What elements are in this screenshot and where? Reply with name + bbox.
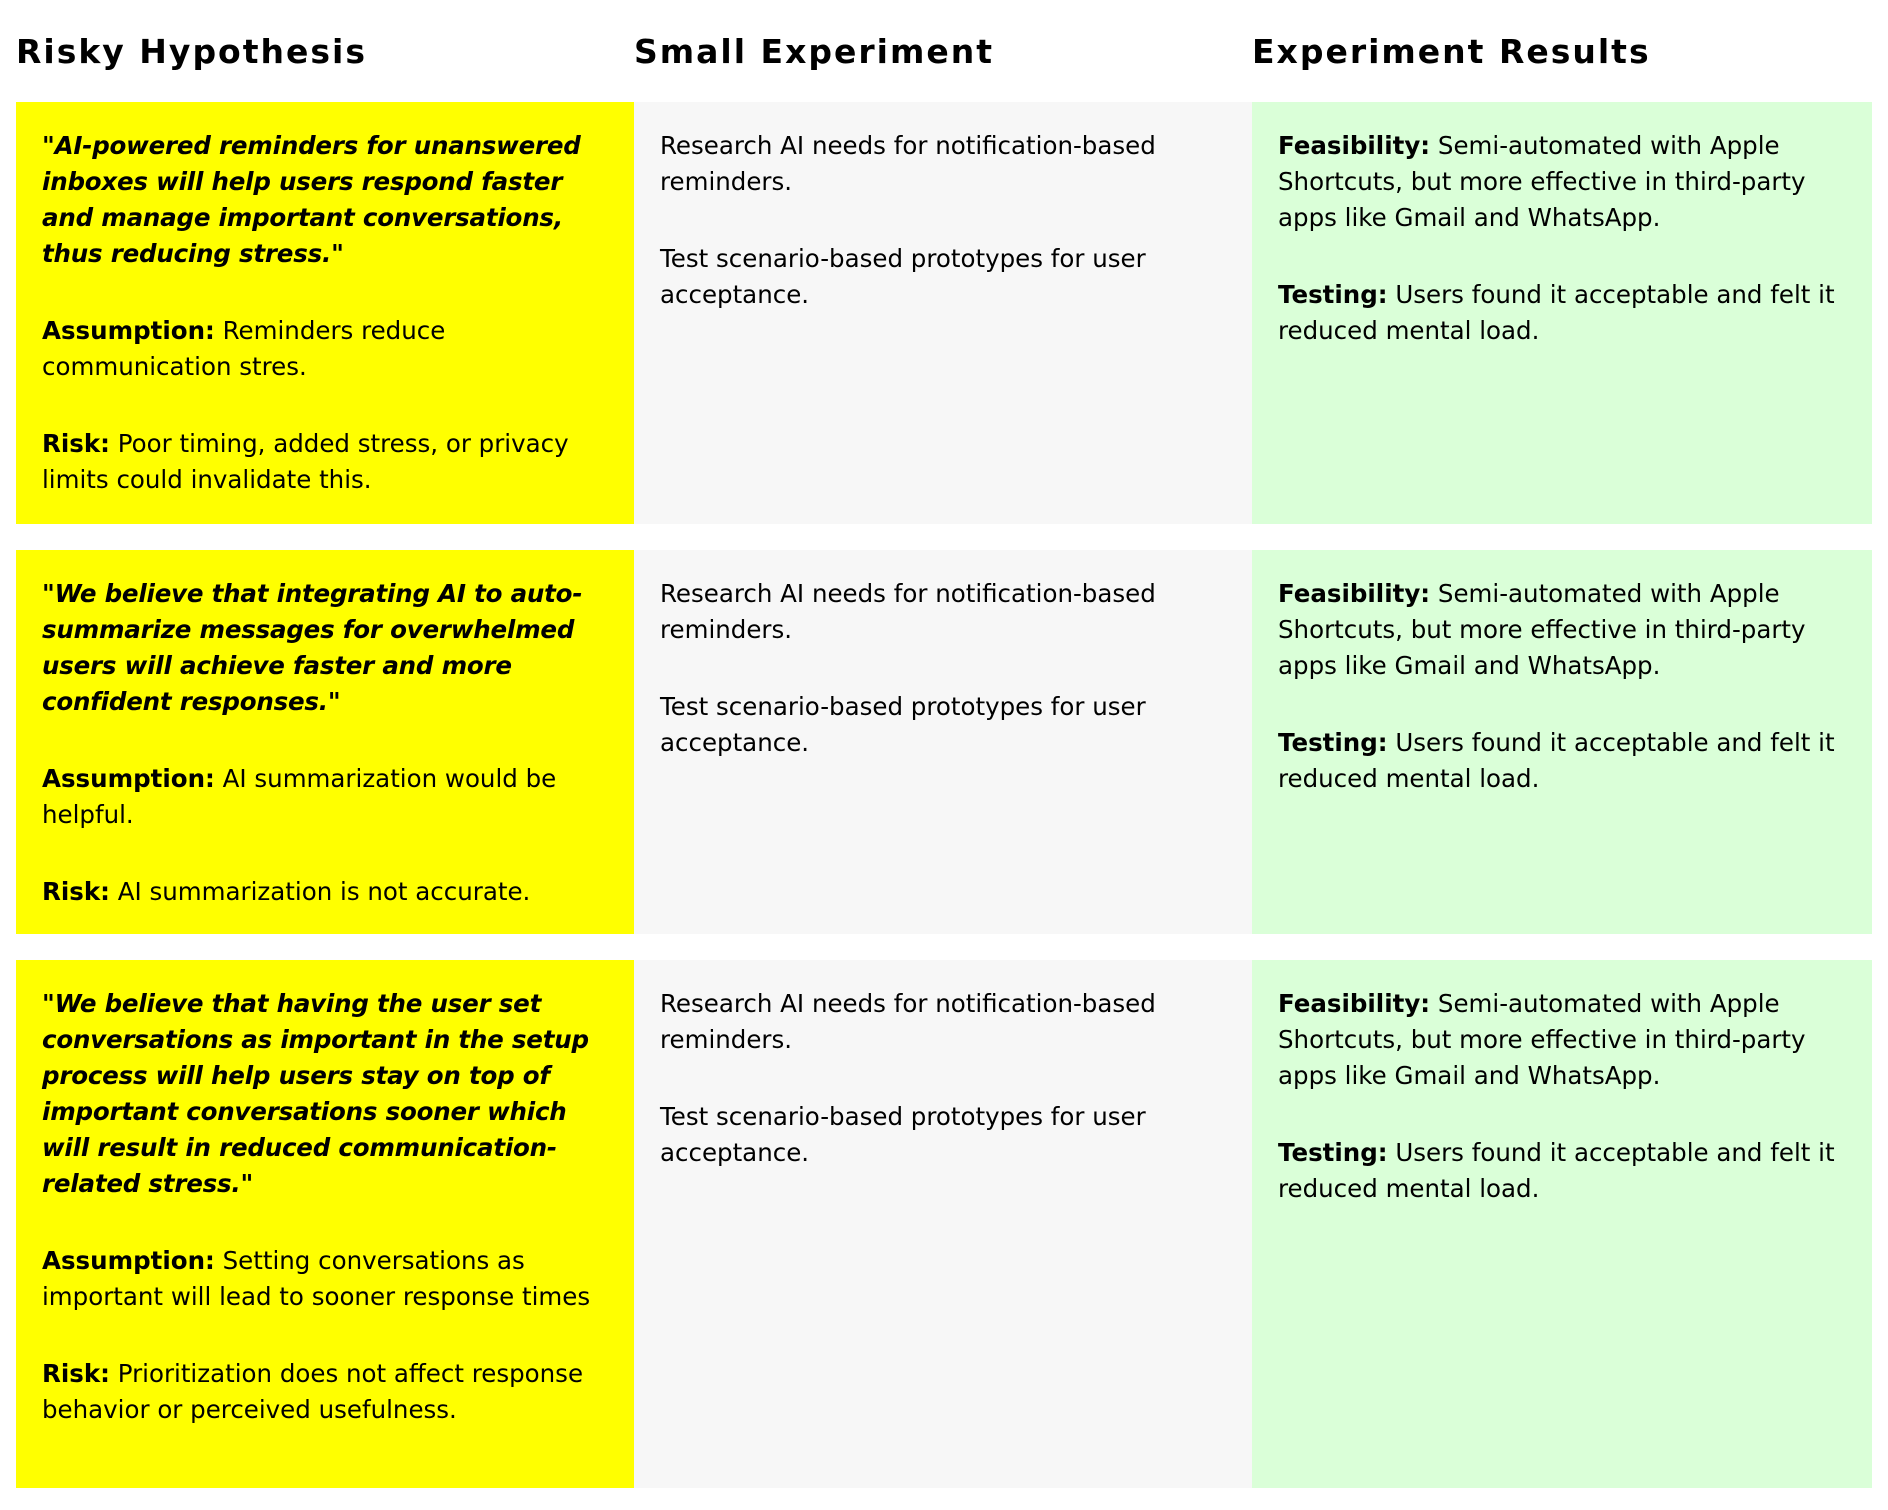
table-row: "We believe that integrating AI to auto-… [16, 550, 1872, 934]
feasibility-text: Feasibility: Semi-automated with Apple S… [1278, 986, 1846, 1094]
assumption-label: Assumption: [42, 1246, 215, 1275]
experiment-cell: Research AI needs for notification-based… [634, 960, 1252, 1488]
feasibility-label: Feasibility: [1278, 131, 1431, 160]
feasibility-value: Semi-automated with Apple Shortcuts, but… [1278, 989, 1806, 1090]
testing-label: Testing: [1278, 728, 1388, 757]
assumption-value: Reminders reduce communication stres. [42, 316, 446, 381]
experiment-board: Risky Hypothesis Small Experiment Experi… [16, 0, 1872, 1488]
testing-value: Users found it acceptable and felt it re… [1278, 1138, 1835, 1203]
feasibility-label: Feasibility: [1278, 579, 1431, 608]
hypothesis-cell: "We believe that having the user set con… [16, 960, 634, 1488]
hypothesis-statement: "AI-powered reminders for unanswered inb… [42, 131, 581, 268]
feasibility-text: Feasibility: Semi-automated with Apple S… [1278, 128, 1846, 236]
risk-text: Risk: AI summarization is not accurate. [42, 874, 608, 910]
experiment-step: Test scenario-based prototypes for user … [660, 244, 1146, 309]
testing-text: Testing: Users found it acceptable and f… [1278, 277, 1846, 349]
hypothesis-cell: "We believe that integrating AI to auto-… [16, 550, 634, 934]
assumption-label: Assumption: [42, 764, 215, 793]
risk-label: Risk: [42, 429, 110, 458]
risk-label: Risk: [42, 1359, 110, 1388]
testing-value: Users found it acceptable and felt it re… [1278, 728, 1835, 793]
table-row: "AI-powered reminders for unanswered inb… [16, 102, 1872, 524]
results-cell: Feasibility: Semi-automated with Apple S… [1252, 550, 1872, 934]
table-row: "We believe that having the user set con… [16, 960, 1872, 1488]
assumption-text: Assumption: AI summarization would be he… [42, 761, 608, 833]
feasibility-text: Feasibility: Semi-automated with Apple S… [1278, 576, 1846, 684]
experiment-step: Test scenario-based prototypes for user … [660, 1102, 1146, 1167]
testing-label: Testing: [1278, 1138, 1388, 1167]
risk-text: Risk: Poor timing, added stress, or priv… [42, 426, 608, 498]
hypothesis-statement: "We believe that having the user set con… [42, 989, 589, 1198]
risk-value: Prioritization does not affect response … [42, 1359, 584, 1424]
risk-value: Poor timing, added stress, or privacy li… [42, 429, 569, 494]
feasibility-value: Semi-automated with Apple Shortcuts, but… [1278, 131, 1806, 232]
risk-label: Risk: [42, 877, 110, 906]
experiment-step: Research AI needs for notification-based… [660, 131, 1156, 196]
testing-text: Testing: Users found it acceptable and f… [1278, 725, 1846, 797]
header-small-experiment: Small Experiment [634, 31, 994, 71]
experiment-step: Test scenario-based prototypes for user … [660, 692, 1146, 757]
experiment-cell: Research AI needs for notification-based… [634, 550, 1252, 934]
feasibility-label: Feasibility: [1278, 989, 1431, 1018]
risk-value: AI summarization is not accurate. [117, 877, 531, 906]
assumption-label: Assumption: [42, 316, 215, 345]
results-cell: Feasibility: Semi-automated with Apple S… [1252, 960, 1872, 1488]
experiment-step: Research AI needs for notification-based… [660, 579, 1156, 644]
header-experiment-results: Experiment Results [1252, 31, 1651, 71]
hypothesis-cell: "AI-powered reminders for unanswered inb… [16, 102, 634, 524]
risk-text: Risk: Prioritization does not affect res… [42, 1356, 608, 1428]
testing-value: Users found it acceptable and felt it re… [1278, 280, 1835, 345]
assumption-text: Assumption: Reminders reduce communicati… [42, 313, 608, 385]
feasibility-value: Semi-automated with Apple Shortcuts, but… [1278, 579, 1806, 680]
assumption-value: AI summarization would be helpful. [42, 764, 557, 829]
testing-label: Testing: [1278, 280, 1388, 309]
assumption-text: Assumption: Setting conversations as imp… [42, 1243, 608, 1315]
experiment-cell: Research AI needs for notification-based… [634, 102, 1252, 524]
column-headers: Risky Hypothesis Small Experiment Experi… [16, 0, 1872, 102]
hypothesis-statement: "We believe that integrating AI to auto-… [42, 579, 583, 716]
assumption-value: Setting conversations as important will … [42, 1246, 591, 1311]
experiment-step: Research AI needs for notification-based… [660, 989, 1156, 1054]
header-risky-hypothesis: Risky Hypothesis [16, 31, 367, 71]
testing-text: Testing: Users found it acceptable and f… [1278, 1135, 1846, 1207]
results-cell: Feasibility: Semi-automated with Apple S… [1252, 102, 1872, 524]
